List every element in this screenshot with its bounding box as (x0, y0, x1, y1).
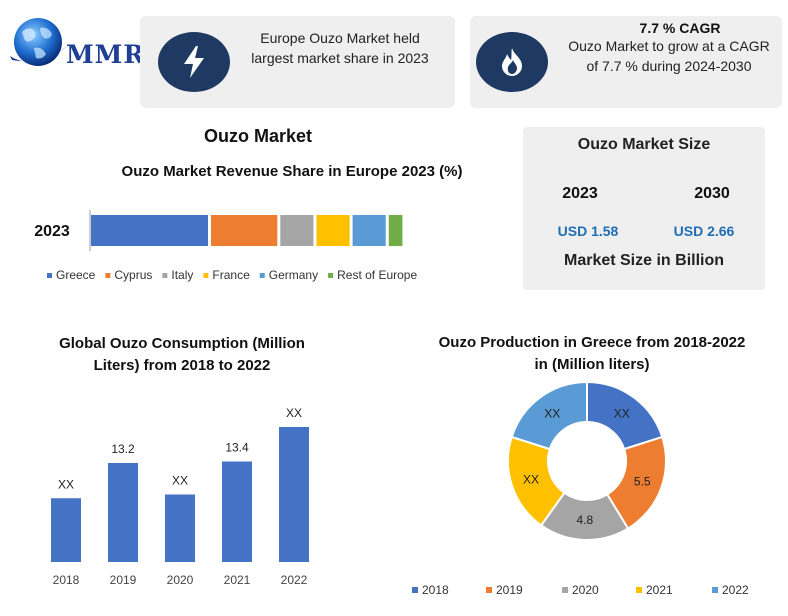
share-segment-france (316, 215, 350, 246)
consumption-data-label: 13.2 (111, 442, 135, 456)
production-legend-label: 2022 (722, 583, 749, 597)
market-size-value-2023: USD 1.58 (557, 223, 619, 239)
consumption-tick-label: 2022 (281, 573, 308, 587)
market-size-year-2030: 2030 (694, 185, 730, 202)
share-legend-marker (162, 273, 168, 278)
market-size-value-2030: USD 2.66 (673, 223, 735, 239)
consumption-bar (108, 463, 138, 562)
consumption-tick-label: 2018 (53, 573, 80, 587)
share-segment-germany (352, 215, 386, 246)
production-data-label: XX (614, 406, 630, 420)
market-size-year-2023: 2023 (562, 185, 598, 202)
consumption-data-label: XX (58, 477, 74, 491)
production-legend-marker (712, 587, 718, 593)
production-data-label: 5.5 (634, 475, 651, 489)
consumption-bar (222, 461, 252, 562)
production-legend-label: 2020 (572, 583, 599, 597)
production-legend-marker (636, 587, 642, 593)
logo-text: MMR (66, 40, 146, 69)
production-slice-2022 (510, 380, 588, 451)
share-segment-greece (91, 215, 208, 246)
market-size-card: Ouzo Market Size 2023 2030 USD 1.58 USD … (523, 127, 765, 290)
production-legend-label: 2018 (422, 583, 449, 597)
market-size-title: Ouzo Market Size (577, 136, 711, 153)
consumption-tick-label: 2021 (224, 573, 251, 587)
consumption-tick-label: 2019 (110, 573, 137, 587)
production-legend-label: 2021 (646, 583, 673, 597)
production-legend-marker (412, 587, 418, 593)
share-legend-label: Greece (56, 268, 96, 282)
share-segment-cyprus (211, 215, 278, 246)
production-data-label: 4.8 (577, 513, 594, 527)
share-legend-marker (259, 273, 265, 278)
cagr-text: Ouzo Market to grow at a CAGR of 7.7 % d… (568, 38, 770, 74)
share-segment-italy (280, 215, 314, 246)
page-title: Ouzo Market (203, 126, 313, 146)
share-legend-marker (47, 273, 52, 278)
consumption-tick-label: 2020 (167, 573, 194, 587)
consumption-bar (165, 494, 195, 562)
cagr-card: 7.7 % CAGR Ouzo Market to grow at a CAGR… (470, 16, 782, 108)
production-chart-title: Ouzo Production in Greece from 2018-2022… (438, 334, 746, 373)
lightning-icon (158, 32, 230, 92)
production-data-label: XX (544, 406, 560, 420)
production-legend-label: 2019 (496, 583, 523, 597)
logo: MMR (4, 10, 144, 80)
production-slice-2019 (605, 435, 667, 530)
production-data-label: XX (523, 473, 539, 487)
share-legend-label: France (212, 268, 250, 282)
share-legend-marker (105, 273, 111, 278)
share-legend-label: Italy (171, 268, 193, 282)
production-legend-marker (562, 587, 568, 593)
market-size-footer: Market Size in Billion (563, 252, 725, 269)
revenue-share-chart-title: Ouzo Market Revenue Share in Europe 2023… (121, 163, 463, 180)
consumption-data-label: 13.4 (225, 441, 249, 455)
share-legend-label: Germany (269, 268, 318, 282)
production-legend-marker (486, 587, 492, 593)
consumption-bar (51, 498, 81, 562)
europe-share-card: Europe Ouzo Market held largest market s… (140, 16, 455, 108)
share-category-label: 2023 (34, 223, 70, 240)
europe-share-text: Europe Ouzo Market held largest market s… (251, 30, 429, 66)
consumption-data-label: XX (286, 406, 302, 420)
share-segment-rest-of-europe (388, 215, 403, 246)
consumption-bar (279, 427, 309, 562)
consumption-chart-title: Global Ouzo Consumption (Million Liters)… (59, 335, 305, 374)
share-legend-marker (328, 273, 334, 278)
share-legend-label: Rest of Europe (337, 268, 417, 282)
globe-icon (10, 18, 70, 66)
share-legend-label: Cyprus (114, 268, 152, 282)
share-legend-marker (203, 273, 209, 278)
flame-icon (476, 32, 548, 92)
cagr-title: 7.7 % CAGR (639, 20, 721, 36)
consumption-data-label: XX (172, 474, 188, 488)
